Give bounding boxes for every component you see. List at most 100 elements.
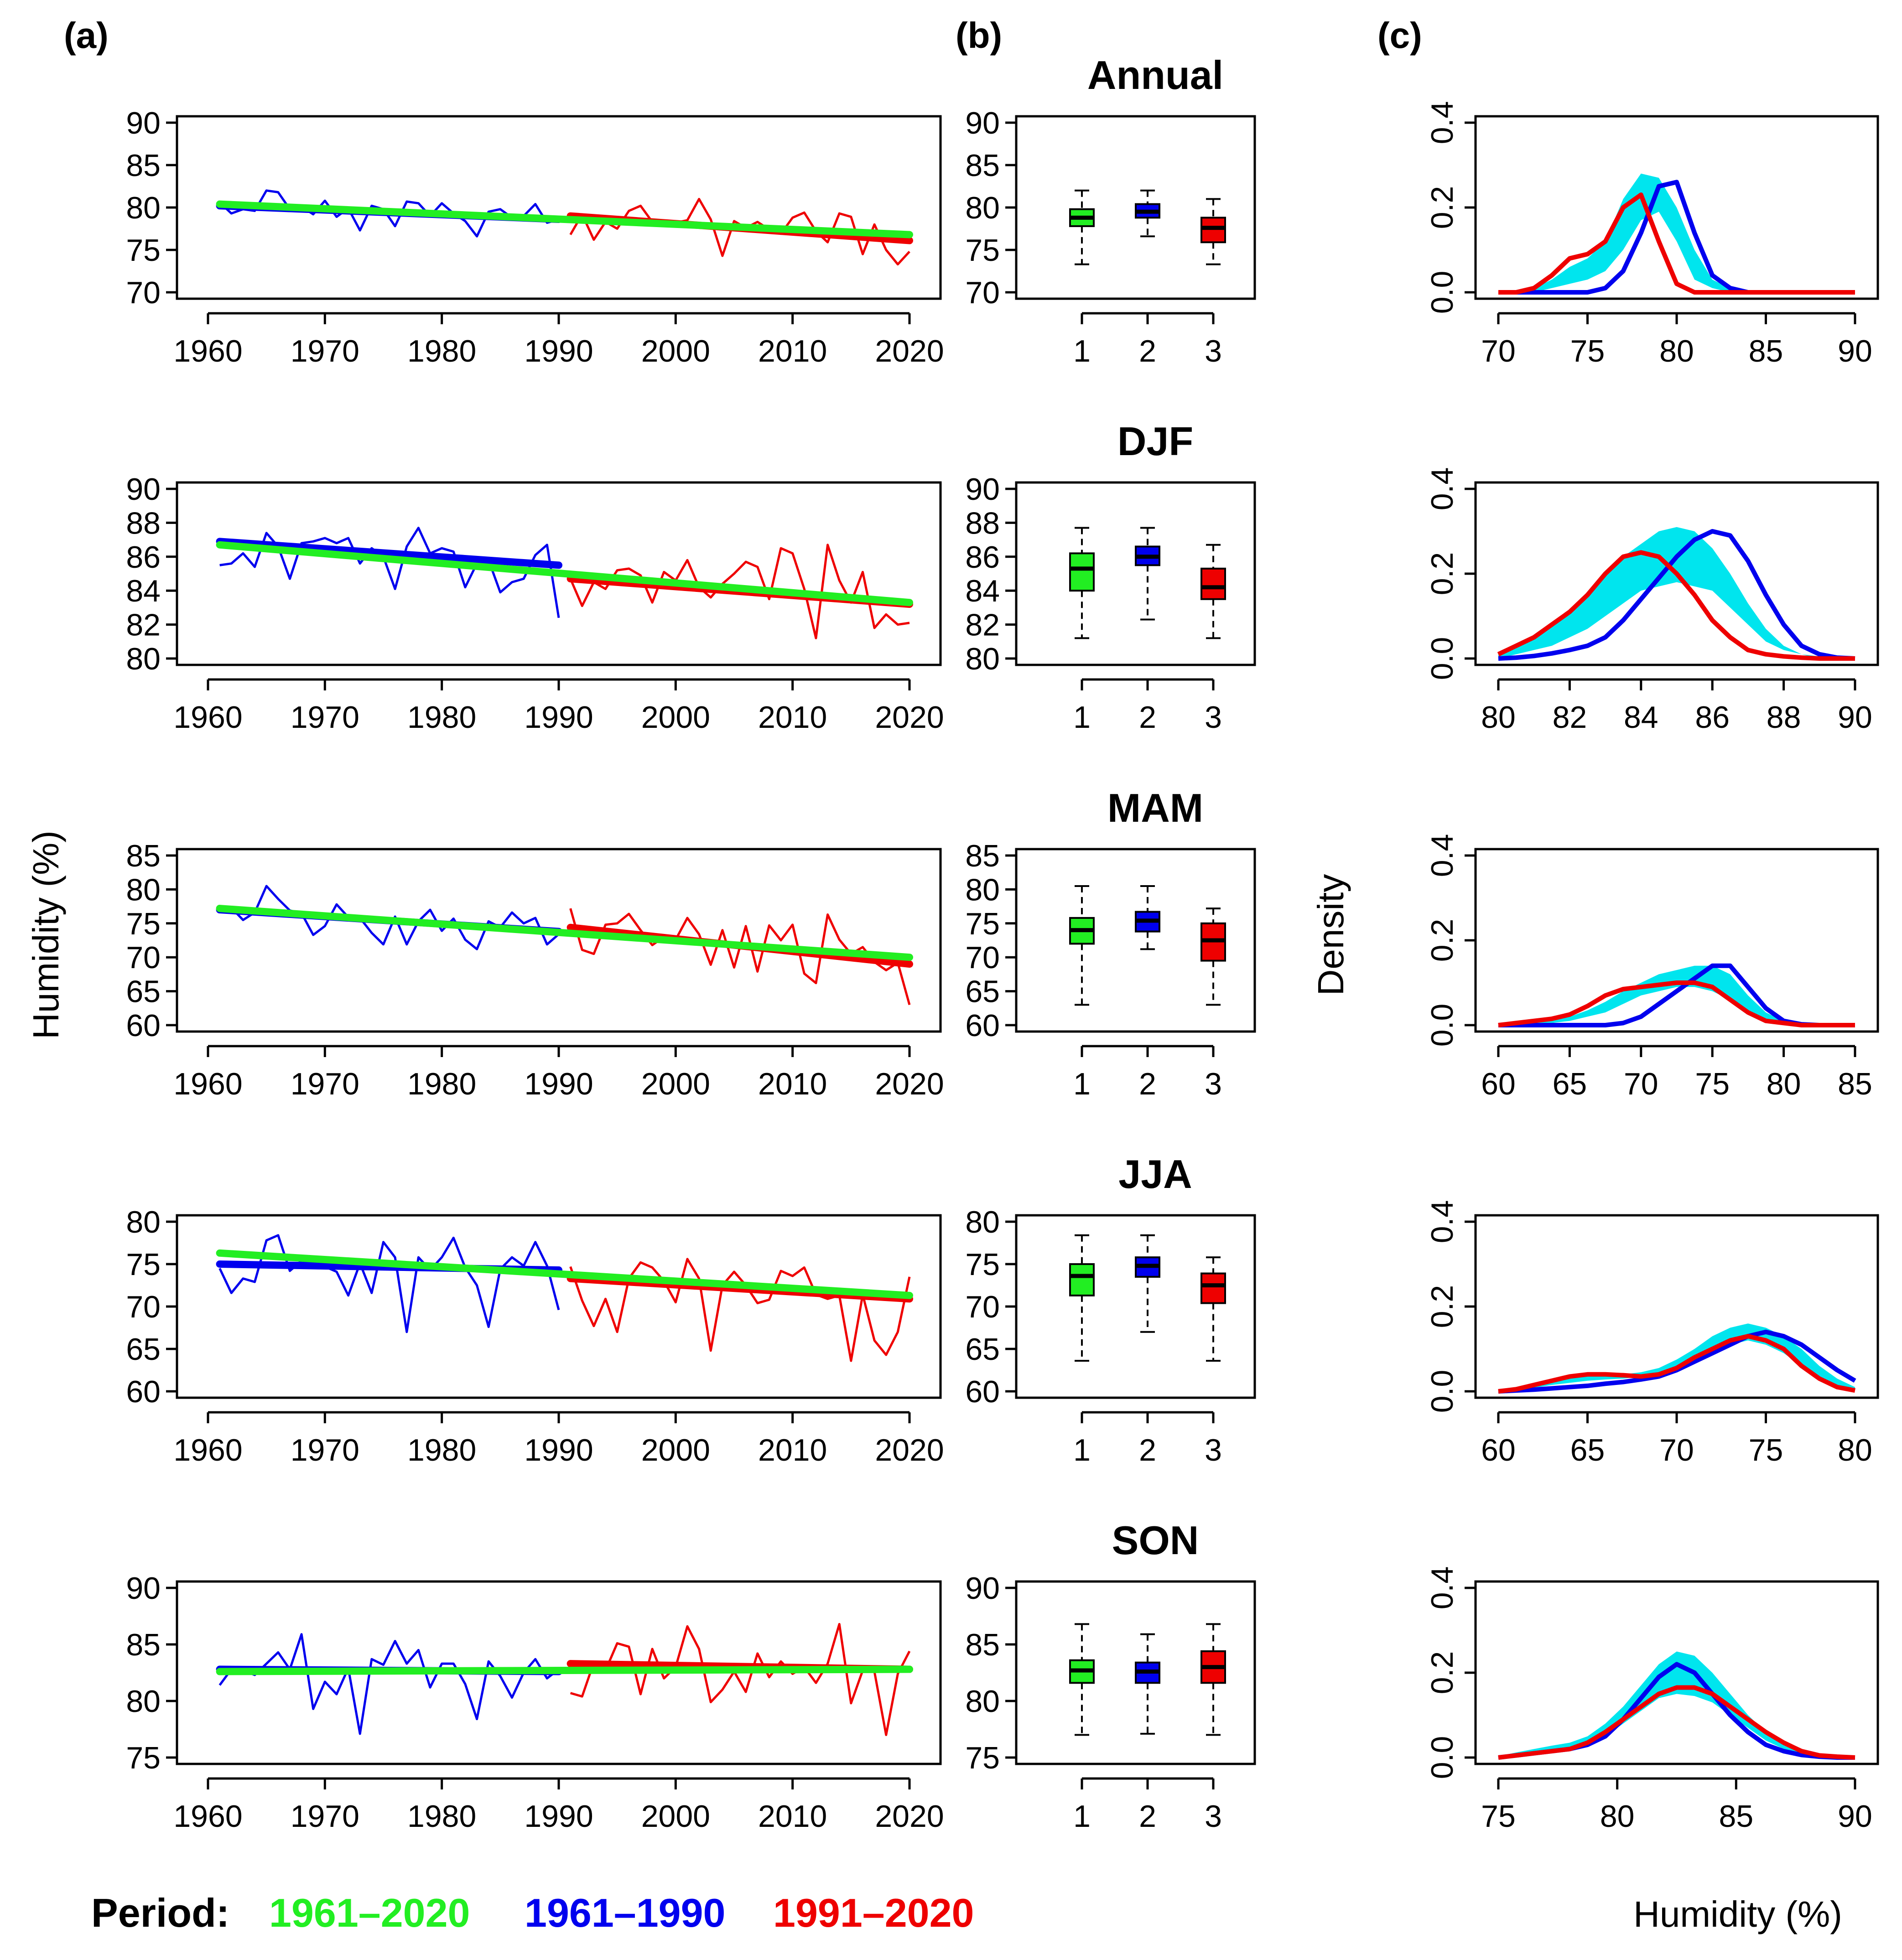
boxplot-frame xyxy=(1015,481,1256,666)
y-tick-label: 82 xyxy=(965,608,1000,643)
x-tick-label: 2000 xyxy=(641,1433,710,1467)
season-title: MAM xyxy=(1107,785,1203,830)
legend-item-1961-2020: 1961–2020 xyxy=(269,1890,470,1935)
y-tick-label: 75 xyxy=(965,1247,1000,1282)
x-tick-label: 1970 xyxy=(291,1433,359,1467)
x-tick-label: 2010 xyxy=(758,700,827,735)
x-tick-label: 1980 xyxy=(407,334,476,368)
trend-line-1961-1990 xyxy=(216,538,562,569)
trend-line-1961-2020 xyxy=(216,1249,913,1299)
box-body xyxy=(1200,1272,1226,1304)
y-tick-label: 0.0 xyxy=(1425,1736,1460,1779)
y-tick-label: 84 xyxy=(126,574,161,608)
y-tick-label: 80 xyxy=(126,872,161,907)
x-tick-label: 1 xyxy=(1073,700,1091,735)
panel-label-a: (a) xyxy=(64,15,109,56)
x-tick-label: 82 xyxy=(1553,700,1587,735)
boxplot-panel: 75 80 85 90 1 2 3 xyxy=(965,1571,1256,1834)
x-tick-label: 75 xyxy=(1695,1067,1730,1101)
y-tick-label: 85 xyxy=(126,148,161,183)
timeseries-panel: 60 65 70 75 80 1960 1970 1980 1990 2000 2010 2020 xyxy=(126,1205,944,1467)
y-tick-label: 80 xyxy=(126,1205,161,1239)
y-tick-label: 0.4 xyxy=(1425,1566,1460,1610)
density-curve-1991-2020 xyxy=(1498,1334,1855,1394)
x-tick-label: 1990 xyxy=(524,334,593,368)
y-tick-label: 70 xyxy=(965,275,1000,310)
box-3: 3 xyxy=(1200,1256,1226,1467)
y-tick-label: 70 xyxy=(126,940,161,975)
x-tick-label: 1980 xyxy=(407,1433,476,1467)
y-tick-label: 70 xyxy=(965,1290,1000,1324)
x-tick-label: 1 xyxy=(1073,334,1091,368)
y-tick-label: 0.4 xyxy=(1425,1200,1460,1244)
legend: Period: 1961–2020 1961–1990 1991–2020 xyxy=(91,1890,974,1935)
y-tick-label: 0.4 xyxy=(1425,834,1460,877)
row-jja: JJA 60 65 70 75 80 1960 1970 1980 1990 2000 2010 202… xyxy=(126,1151,1879,1467)
x-tick-label: 2010 xyxy=(758,1067,827,1101)
x-tick-label: 1960 xyxy=(173,1067,242,1101)
y-tick-label: 80 xyxy=(126,191,161,225)
y-tick-label: 80 xyxy=(965,872,1000,907)
x-tick-label: 2000 xyxy=(641,334,710,368)
x-tick-label: 70 xyxy=(1624,1067,1658,1101)
legend-item-1991-2020: 1991–2020 xyxy=(773,1890,974,1935)
timeseries-panel: 75 80 85 90 1960 1970 1980 1990 2000 2010 2020 xyxy=(126,1571,944,1834)
density-curve-1991-2020 xyxy=(1497,550,1855,661)
y-tick-label: 84 xyxy=(965,574,1000,608)
y-tick-label: 90 xyxy=(965,472,1000,507)
y-tick-label: 65 xyxy=(965,1332,1000,1367)
y-tick-label: 75 xyxy=(126,1741,161,1775)
y-tick-label: 85 xyxy=(126,1628,161,1662)
trend-line-1961-2020 xyxy=(216,541,913,607)
y-tick-label: 65 xyxy=(126,1332,161,1367)
box-3: 3 xyxy=(1200,198,1226,368)
humidity-axis-title: Humidity (%) xyxy=(26,830,66,1039)
y-tick-label: 0.0 xyxy=(1425,271,1460,314)
x-tick-label: 3 xyxy=(1205,1067,1222,1101)
panel-label-c: (c) xyxy=(1377,15,1422,56)
x-tick-label: 1980 xyxy=(407,700,476,735)
box-2: 2 xyxy=(1135,527,1160,735)
x-tick-label: 90 xyxy=(1838,1799,1872,1834)
x-tick-label: 1 xyxy=(1073,1799,1091,1834)
box-1: 1 xyxy=(1069,1623,1095,1834)
x-tick-label: 1 xyxy=(1073,1067,1091,1101)
x-tick-label: 1970 xyxy=(291,1799,359,1834)
y-tick-label: 90 xyxy=(965,1571,1000,1606)
density-panel: 0.0 0.2 0.4 60 65 70 75 80 85 xyxy=(1425,834,1879,1101)
density-panel: 0.0 0.2 0.4 75 80 85 90 xyxy=(1425,1566,1879,1834)
x-tick-label: 1960 xyxy=(173,1433,242,1467)
box-2: 2 xyxy=(1135,189,1160,368)
y-tick-label: 80 xyxy=(965,191,1000,225)
x-tick-label: 2020 xyxy=(875,1433,944,1467)
box-body xyxy=(1069,552,1095,592)
box-2: 2 xyxy=(1135,1234,1160,1467)
density-curve-1991-2020 xyxy=(1498,1685,1855,1760)
y-tick-label: 0.2 xyxy=(1425,1285,1460,1328)
x-tick-label: 1960 xyxy=(173,700,242,735)
x-tick-label: 1 xyxy=(1073,1433,1091,1467)
x-tick-label: 80 xyxy=(1767,1067,1801,1101)
series-line-1961-1990 xyxy=(218,1633,560,1735)
x-tick-label: 80 xyxy=(1600,1799,1635,1834)
y-tick-label: 65 xyxy=(965,975,1000,1009)
season-title: SON xyxy=(1112,1518,1199,1563)
density-panel: 0.0 0.2 0.4 70 75 80 85 90 xyxy=(1425,101,1879,368)
x-tick-label: 2020 xyxy=(875,700,944,735)
box-3: 3 xyxy=(1200,907,1226,1101)
y-tick-label: 80 xyxy=(965,1205,1000,1239)
y-tick-label: 0.0 xyxy=(1425,1370,1460,1413)
x-tick-label: 65 xyxy=(1553,1067,1587,1101)
y-tick-label: 85 xyxy=(965,839,1000,873)
x-tick-label: 80 xyxy=(1659,334,1694,368)
series-line-1961-1990 xyxy=(218,189,559,238)
box-2: 2 xyxy=(1135,885,1160,1101)
y-tick-label: 0.0 xyxy=(1425,637,1460,680)
timeseries-frame xyxy=(176,848,942,1033)
trend-line-1961-2020 xyxy=(216,200,913,239)
y-tick-label: 70 xyxy=(965,940,1000,975)
y-tick-label: 88 xyxy=(126,506,161,540)
